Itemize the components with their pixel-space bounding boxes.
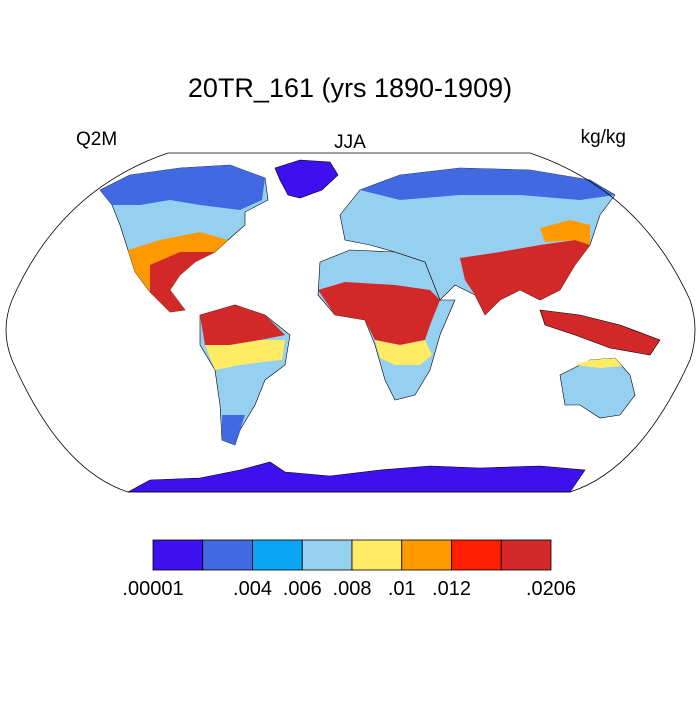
colorbar-label: .0206 bbox=[526, 578, 576, 600]
colorbar-label: .00001 bbox=[122, 578, 183, 600]
antarctica bbox=[127, 461, 586, 493]
south-america-tip bbox=[222, 415, 245, 445]
asia-orange bbox=[540, 220, 590, 245]
variable-label: Q2M bbox=[76, 129, 117, 150]
australia-north bbox=[575, 358, 622, 368]
south-america-yellow bbox=[205, 340, 285, 370]
colorbar-label: .012 bbox=[432, 578, 471, 600]
units-label: kg/kg bbox=[581, 127, 626, 148]
colorbar-box bbox=[500, 539, 552, 571]
colorbar-label: .006 bbox=[283, 578, 322, 600]
season-label: JJA bbox=[334, 132, 366, 153]
africa-yellow bbox=[375, 340, 432, 365]
north-america-red bbox=[150, 252, 215, 312]
title: 20TR_161 (yrs 1890-1909) bbox=[188, 73, 512, 103]
colorbar-label: .004 bbox=[233, 578, 272, 600]
greenland bbox=[274, 159, 339, 199]
colorbar-label: .008 bbox=[333, 578, 372, 600]
map bbox=[99, 159, 661, 493]
colorbar-box bbox=[301, 539, 353, 571]
colorbar-box bbox=[351, 539, 403, 571]
colorbar: .00001 .004 .006 .008 .01 .012 .0206 bbox=[122, 539, 576, 600]
colorbar-box bbox=[401, 539, 452, 571]
colorbar-label: .01 bbox=[388, 578, 416, 600]
asia-monsoon bbox=[460, 240, 590, 315]
se-asia bbox=[539, 309, 661, 356]
north-america-north bbox=[100, 165, 265, 210]
south-america-red bbox=[200, 305, 285, 345]
colorbar-box bbox=[202, 539, 253, 571]
map-border bbox=[5, 152, 696, 493]
africa-sahel bbox=[318, 282, 440, 345]
colorbar-box bbox=[252, 539, 303, 571]
colorbar-box bbox=[451, 539, 502, 571]
eurasia-north bbox=[360, 168, 615, 200]
colorbar-box bbox=[152, 539, 204, 571]
